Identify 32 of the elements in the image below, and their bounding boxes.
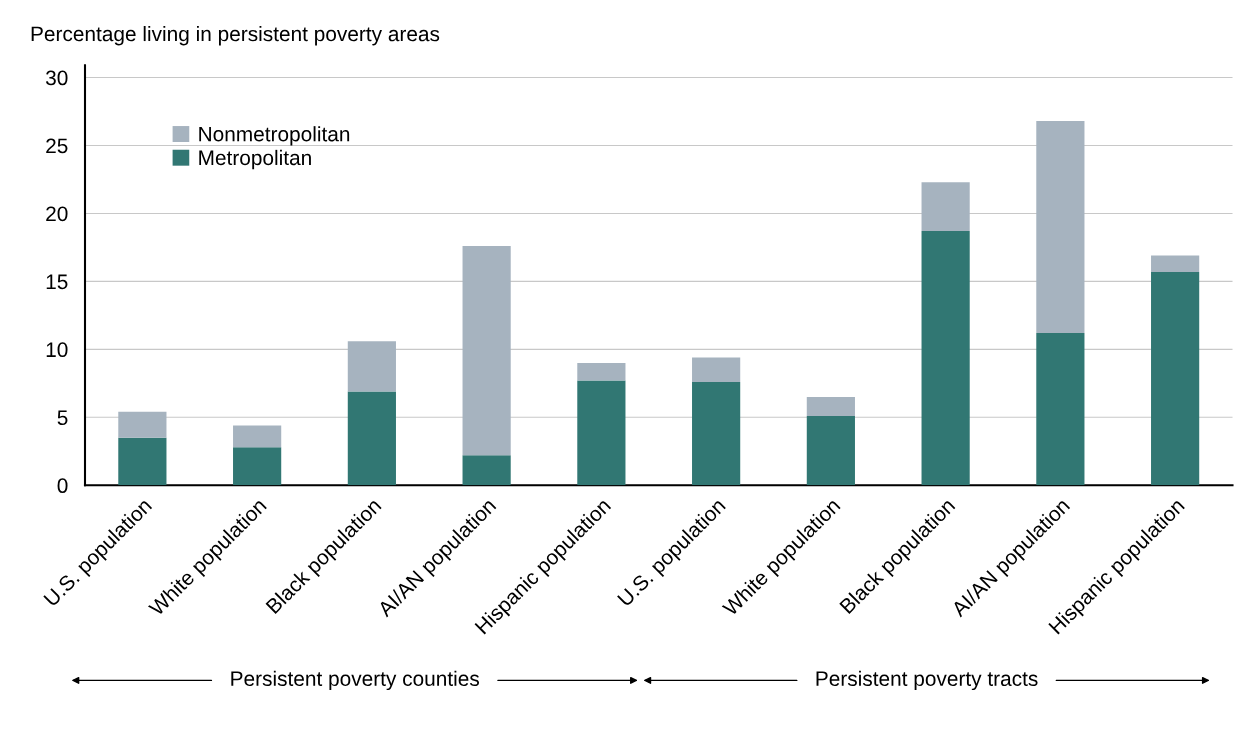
text: Persistent poverty counties [231, 670, 479, 691]
y-tick-label: 25 [46, 138, 68, 154]
y-tick-label: 0 [57, 478, 68, 494]
bar [1151, 271, 1200, 486]
y-tick-label: 10 [46, 342, 68, 358]
bar [118, 411, 167, 438]
bar [692, 381, 741, 486]
bar [921, 182, 970, 232]
bar [692, 357, 741, 382]
y-tick-label: 20 [46, 206, 68, 222]
legend-label: Metropolitan [199, 149, 311, 170]
bar [1036, 121, 1085, 334]
bar [462, 246, 511, 456]
bar [233, 447, 282, 486]
y-tick-label: 5 [57, 410, 68, 426]
bar [806, 415, 855, 486]
bar [577, 380, 626, 486]
bar [462, 455, 511, 486]
bar [1036, 333, 1085, 486]
bar [1151, 255, 1200, 272]
bar [233, 425, 282, 448]
y-axis-title: Percentage living in persistent poverty areas [31, 25, 440, 46]
bar [347, 341, 396, 392]
y-tick-label: 15 [46, 274, 68, 290]
bar [921, 231, 970, 486]
text: Persistent poverty tracts [816, 670, 1038, 691]
bar [347, 391, 396, 486]
bar [118, 437, 167, 486]
bar [577, 362, 626, 381]
bar [806, 396, 855, 416]
legend-label: Nonmetropolitan [199, 126, 350, 146]
y-tick-label: 30 [45, 70, 68, 86]
